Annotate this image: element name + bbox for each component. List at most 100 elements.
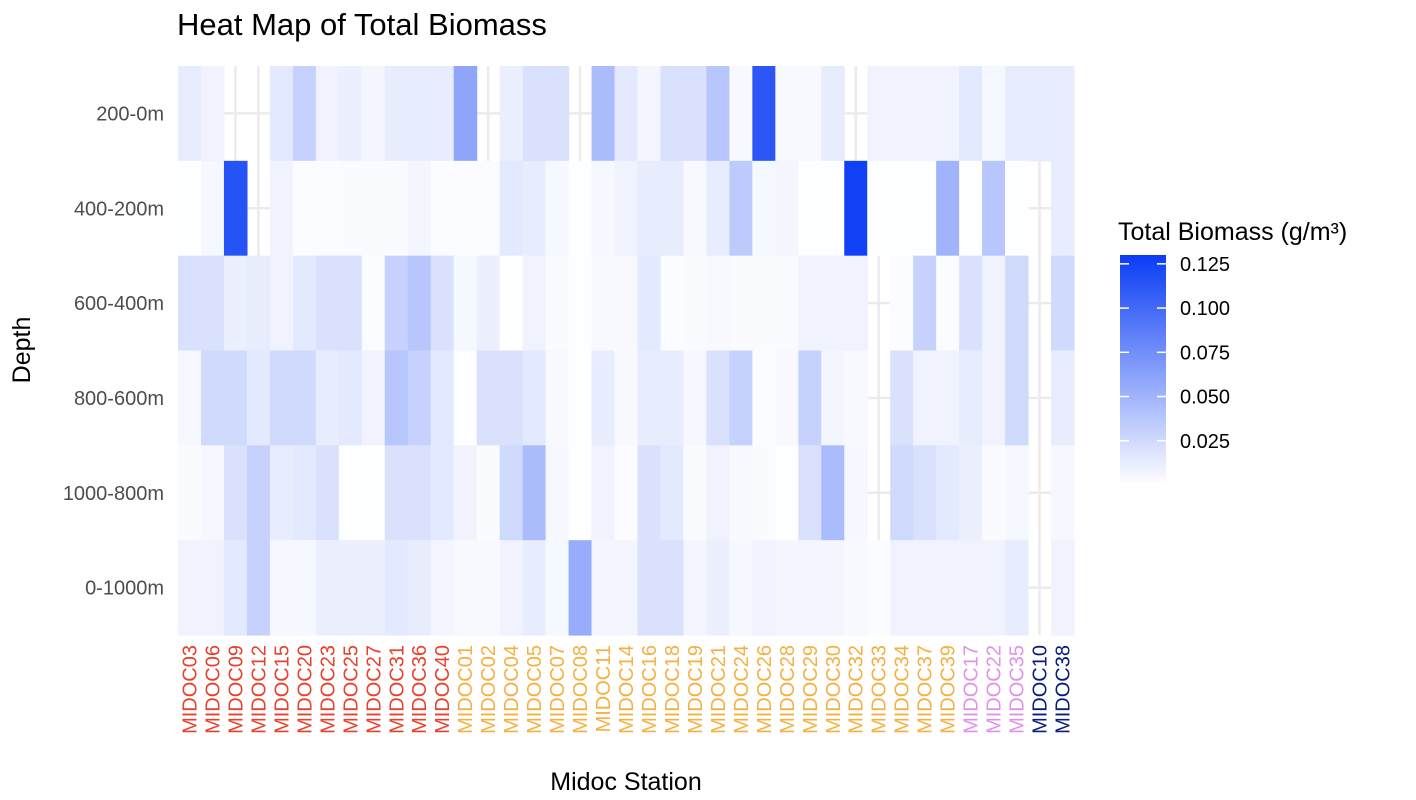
heatmap-cell [867,540,891,636]
x-tick-label: MIDOC40 [432,645,454,734]
x-tick-label: MIDOC24 [731,645,753,734]
heatmap-cell [499,66,524,162]
heatmap-cell [361,255,386,352]
heatmap-cell [292,255,317,352]
heatmap-cell [545,255,570,352]
heatmap-cell [775,66,799,162]
heatmap-cell [706,350,730,446]
x-tick-label: MIDOC09 [225,645,247,734]
heatmap-cell [637,255,662,352]
x-tick-label: MIDOC19 [685,645,707,734]
heatmap-cell [384,255,409,352]
x-tick-label: MIDOC35 [1007,645,1029,734]
x-tick-label: MIDOC34 [892,645,914,734]
x-tick-label: MIDOC21 [708,645,730,734]
heatmap-cell [614,445,639,541]
legend-tick-label: 0.050 [1180,387,1230,409]
heatmap-cells [178,66,1075,636]
x-axis-title: Midoc Station [550,768,701,796]
heatmap-cell [890,66,914,162]
heatmap-cell [430,160,455,257]
x-tick-label: MIDOC05 [524,645,546,734]
heatmap-cell [821,445,845,541]
heatmap-cell [591,540,616,636]
heatmap-cell [200,66,225,162]
heatmap-cell [178,540,202,636]
heatmap-cell [361,445,386,541]
heatmap-cell [1051,160,1075,257]
heatmap-cell [752,160,776,257]
x-tick-label: MIDOC38 [1053,645,1075,734]
heatmap-cell [407,255,432,352]
legend: Total Biomass (g/m³) 0.125 0.100 0.075 0.05… [1118,218,1347,485]
heatmap-cell [269,66,294,162]
heatmap-cell [821,350,845,446]
heatmap-cell [660,66,685,162]
heatmap-cell [683,445,708,541]
heatmap-cell [522,255,547,352]
heatmap-cell [614,255,639,352]
heatmap-cell [959,160,983,257]
heatmap-cell [614,350,639,446]
x-tick-label: MIDOC18 [662,645,684,734]
heatmap-cell [821,540,845,636]
legend-tick-label: 0.075 [1180,342,1230,364]
heatmap-cell [982,160,1006,257]
legend-colorbar [1120,255,1166,485]
heatmap-cell [1051,255,1075,352]
heatmap-cell [384,66,409,162]
x-tick-label: MIDOC16 [639,645,661,734]
heatmap-cell [292,160,317,257]
heatmap-cell [384,445,409,541]
x-tick-label: MIDOC37 [915,645,937,734]
heatmap-cell [959,255,983,352]
heatmap-cell [200,350,225,446]
heatmap-cell [453,255,478,352]
y-axis-title: Depth [8,317,36,384]
heatmap-cell [591,350,616,446]
legend-ticks: 0.125 0.100 0.075 0.050 0.025 [1120,254,1230,453]
heatmap-cell [246,255,271,352]
heatmap-cell [936,66,960,162]
heatmap-cell [959,445,983,541]
heatmap-cell [683,350,708,446]
heatmap-cell [867,66,891,162]
heatmap-cell [890,540,914,636]
heatmap-cell [752,540,776,636]
heatmap-cell [614,540,639,636]
heatmap-cell [660,540,685,636]
heatmap-cell [200,540,225,636]
heatmap-cell [729,66,753,162]
heatmap-cell [453,540,478,636]
heatmap-cell [798,540,822,636]
heatmap-cell [936,350,960,446]
heatmap-cell [545,160,570,257]
heatmap-cell [269,255,294,352]
heatmap-cell [936,255,960,352]
legend-title: Total Biomass (g/m³) [1118,218,1347,246]
heatmap-cell [913,350,937,446]
heatmap-cell [614,66,639,162]
heatmap-cell [476,255,501,352]
heatmap-cell [683,66,708,162]
y-tick-label: 0-1000m [85,578,164,600]
heatmap-cell [384,350,409,446]
heatmap-cell [798,255,822,352]
heatmap-cell [476,540,501,636]
heatmap-cell [476,445,501,541]
heatmap-cell [292,66,317,162]
heatmap-cell [200,445,225,541]
heatmap-cell [453,350,478,446]
heatmap-cell [178,160,202,257]
heatmap-cell [1051,66,1075,162]
heatmap-cell [338,160,363,257]
x-tick-label: MIDOC36 [409,645,431,734]
heatmap-cell [982,350,1006,446]
heatmap-cell [890,160,914,257]
heatmap-cell [1051,350,1075,446]
heatmap-cell [407,66,432,162]
x-tick-label: MIDOC07 [547,645,569,734]
heatmap-cell [775,255,799,352]
heatmap-cell [637,160,662,257]
x-tick-label: MIDOC17 [961,645,983,734]
